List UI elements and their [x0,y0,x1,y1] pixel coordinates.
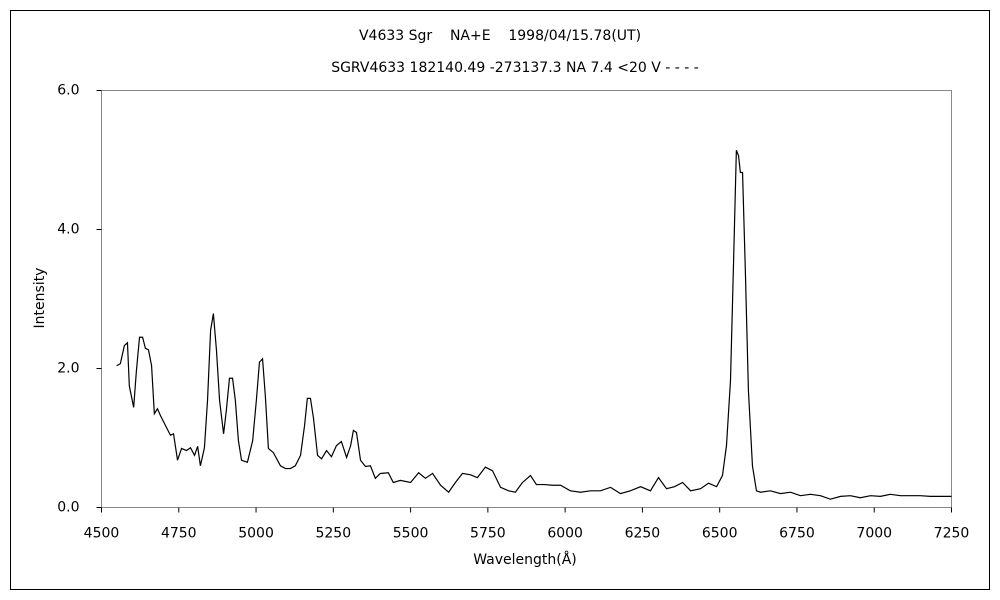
y-axis-label: Intensity [32,268,48,329]
x-tick-label: 5250 [315,526,351,542]
y-tick-label: 6.0 [57,83,79,99]
x-tick-label: 4750 [161,526,197,542]
x-tick-label: 5500 [393,526,429,542]
x-tick-label: 6000 [547,526,583,542]
x-tick-label: 7250 [934,526,970,542]
y-tick-label: 2.0 [57,361,79,377]
x-axis-label: Wavelength(Å) [473,551,577,568]
x-tick-label: 6500 [702,526,738,542]
chart-title: V4633 Sgr NA+E 1998/04/15.78(UT) [359,28,641,44]
chart-frame [10,10,990,590]
plot-frame [101,90,952,508]
chart-subtitle: SGRV4633 182140.49 -273137.3 NA 7.4 <20 … [331,60,699,76]
x-tick-label: 6250 [625,526,661,542]
x-tick-label: 7000 [856,526,892,542]
x-tick-label: 4500 [84,526,120,542]
x-tick-label: 5750 [470,526,506,542]
x-tick-label: 6750 [779,526,815,542]
y-tick-label: 0.0 [57,500,79,516]
spectrum-line [116,150,952,500]
x-tick-label: 5000 [238,526,274,542]
y-tick-label: 4.0 [57,222,79,238]
